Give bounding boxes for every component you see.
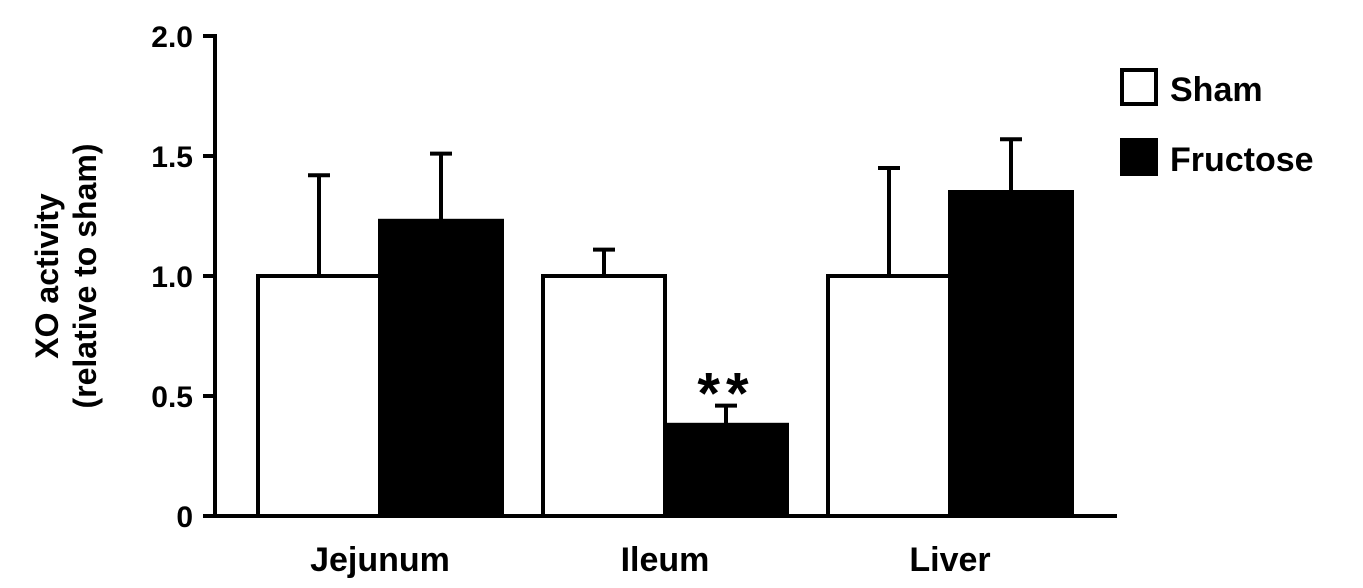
bar-jejunum-fructose [378, 218, 504, 519]
bars [256, 190, 1074, 519]
significance-marker: ** [697, 362, 754, 427]
y-tick-label: 0 [176, 501, 193, 534]
category-label-ileum: Ileum [621, 541, 710, 579]
legend-label-sham: Sham [1170, 71, 1263, 109]
category-label-liver: Liver [909, 541, 990, 579]
legend-swatch-fructose [1120, 138, 1158, 176]
legend: Sham Fructose [1120, 68, 1314, 179]
error-bars [308, 137, 1022, 425]
category-label-jejunum: Jejunum [310, 541, 450, 579]
y-axis-ticks: 0 0.5 1.0 1.5 2.0 [151, 21, 215, 534]
x-axis-categories: Jejunum Ileum Liver [310, 541, 991, 579]
y-axis-label-line-2: (relative to sham) [67, 144, 103, 409]
bar-ileum-sham [541, 274, 667, 518]
annotations: ** [697, 362, 754, 427]
y-axis-label: XO activity (relative to sham) [29, 144, 103, 409]
y-tick-label: 0.5 [151, 381, 193, 414]
bar-liver-sham [826, 274, 952, 518]
legend-swatch-sham [1120, 68, 1158, 106]
y-tick-label: 1.0 [151, 261, 193, 294]
bar-liver-fructose [948, 190, 1074, 518]
y-tick-label: 2.0 [151, 21, 193, 54]
legend-label-fructose: Fructose [1170, 141, 1314, 179]
bar-jejunum-sham [256, 274, 382, 518]
bar-ileum-fructose [663, 422, 789, 518]
y-axis-label-line-1: XO activity [29, 193, 65, 359]
y-tick-label: 1.5 [151, 141, 193, 174]
